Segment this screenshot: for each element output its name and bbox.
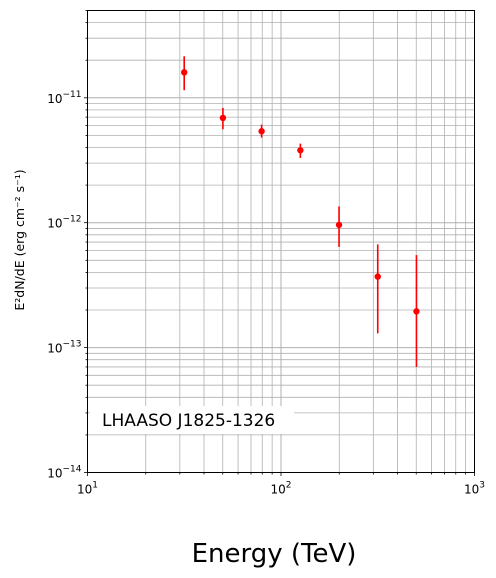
grid [87, 10, 475, 473]
x-axis-label: Energy (TeV) [192, 539, 357, 569]
y-tick-label: 10−13 [47, 340, 81, 356]
x-tick-label: 101 [77, 481, 98, 497]
x-tick-label: 102 [270, 481, 291, 497]
annotation-group: LHAASO J1825-1326 [90, 406, 294, 434]
data-point [297, 147, 304, 154]
data-points [180, 56, 420, 367]
data-point [413, 308, 420, 315]
data-point [180, 69, 188, 76]
y-tick-label: 10−14 [47, 465, 82, 481]
y-tick-label: 10−12 [47, 215, 81, 231]
data-point [335, 221, 343, 229]
y-axis-label: E²dN/dE (erg cm⁻² s⁻¹) [12, 169, 27, 310]
annotation-box [90, 406, 294, 434]
annotation-label: LHAASO J1825-1326 [102, 411, 275, 431]
data-point [219, 114, 227, 122]
data-point [258, 128, 265, 135]
tick-labels: 101 102 103 10−14 10−13 10−12 10−11 [47, 90, 485, 497]
y-tick-label: 10−11 [47, 90, 81, 106]
plot-frame [87, 10, 475, 473]
data-point [374, 273, 381, 280]
x-tick-label: 103 [464, 481, 485, 497]
